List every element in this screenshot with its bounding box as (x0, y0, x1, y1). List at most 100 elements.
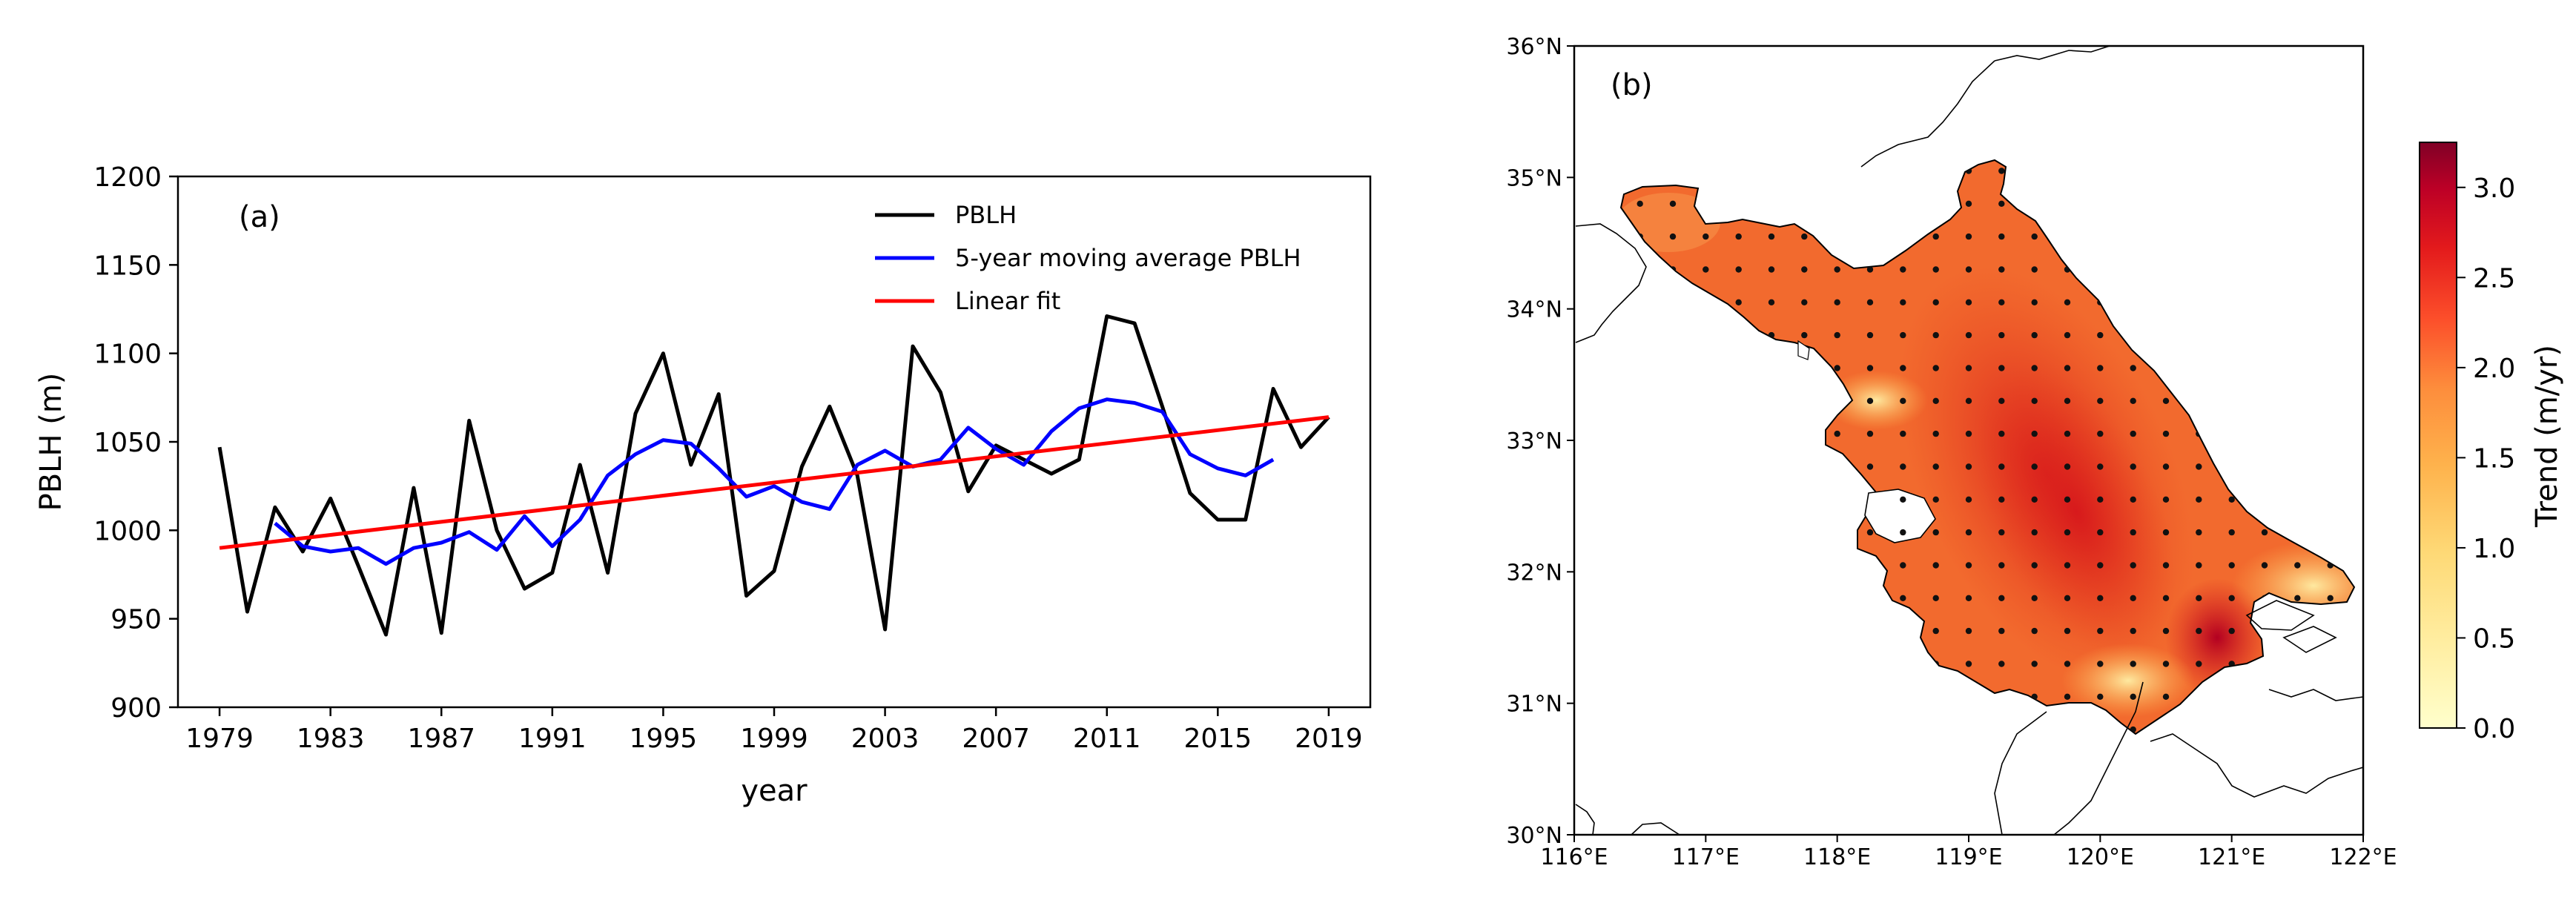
significance-dot (1965, 365, 1972, 371)
significance-dot (1735, 661, 1742, 667)
significance-dot (1768, 463, 1775, 470)
series-line-linear-fit (219, 415, 1330, 550)
lon-tick-label: 122°E (2329, 844, 2397, 870)
significance-dot (1637, 496, 1643, 503)
significance-dot (2097, 331, 2104, 339)
significance-dot (2228, 299, 2235, 305)
significance-dot (2196, 627, 2202, 635)
significance-dot (2097, 496, 2104, 503)
significance-dot (1703, 365, 1709, 371)
significance-dot (2162, 430, 2170, 437)
significance-dot (1998, 397, 2005, 404)
significance-dot (2064, 200, 2071, 207)
significance-dot (2294, 430, 2301, 437)
significance-dot (1932, 726, 1939, 733)
legend-label: Linear fit (955, 287, 1060, 315)
significance-dot (1637, 661, 1643, 667)
lat-tick-label: 34°N (1506, 297, 1562, 323)
significance-dot (2261, 266, 2268, 273)
significance-dot (1604, 431, 1610, 437)
significance-dot (1801, 529, 1808, 536)
significance-dot (1900, 331, 1906, 339)
significance-dot (1801, 627, 1808, 635)
significance-dot (1965, 463, 1972, 470)
significance-dot (2064, 331, 2071, 339)
significance-dot (1801, 661, 1808, 667)
significance-dot (2031, 529, 2038, 536)
trend-field (1621, 160, 2354, 734)
significance-dot (2097, 463, 2104, 470)
x-tick-label: 2003 (851, 724, 919, 754)
significance-dot (1703, 661, 1709, 667)
significance-dot (1637, 627, 1643, 635)
significance-dot (1801, 331, 1808, 339)
significance-dot (1669, 168, 1677, 174)
significance-dot (1965, 562, 1972, 569)
significance-dot (2327, 661, 2334, 667)
significance-dot (1834, 430, 1840, 437)
significance-dot (1604, 661, 1610, 666)
significance-dot (1637, 299, 1643, 305)
significance-dot (1735, 365, 1742, 371)
significance-dot (1703, 299, 1709, 305)
significance-dot (1998, 562, 2005, 569)
significance-dot (2064, 627, 2071, 635)
significance-dot (1735, 397, 1742, 404)
significance-dot (1932, 233, 1939, 240)
significance-dot (1932, 168, 1939, 174)
significance-dot (2097, 595, 2104, 601)
lat-tick-label: 35°N (1506, 165, 1562, 191)
significance-dot (2162, 627, 2170, 635)
significance-dot (1735, 331, 1742, 339)
significance-dot (1998, 168, 2005, 174)
significance-dot (2162, 529, 2170, 536)
significance-dot (2228, 496, 2235, 503)
significance-dot (1965, 661, 1972, 667)
significance-dot (2162, 726, 2170, 733)
significance-dot (1637, 463, 1643, 470)
significance-dot (1998, 661, 2005, 667)
significance-dot (2228, 463, 2235, 470)
significance-dot (1866, 726, 1874, 733)
significance-dot (1866, 627, 1874, 635)
significance-dot (1932, 200, 1939, 207)
significance-dot (1768, 693, 1775, 700)
significance-dot (1703, 430, 1709, 437)
significance-dot (2294, 365, 2301, 371)
significance-dot (1998, 463, 2005, 470)
significance-dot (2196, 661, 2202, 667)
significance-dot (2327, 299, 2334, 305)
significance-dot (1801, 233, 1808, 240)
significance-dot (1900, 627, 1906, 635)
significance-dot (1801, 266, 1808, 273)
significance-dot (2228, 266, 2235, 273)
significance-dot (1735, 463, 1742, 470)
significance-dot (1703, 496, 1709, 503)
x-tick-label: 1999 (740, 724, 808, 754)
lon-tick-label: 120°E (2067, 844, 2134, 870)
significance-dot (1900, 693, 1906, 700)
significance-dot (2031, 233, 2038, 240)
significance-dot (1637, 430, 1643, 437)
significance-dot (1998, 726, 2005, 733)
significance-dot (2162, 463, 2170, 470)
significance-dot (2196, 266, 2202, 273)
significance-dot (1900, 168, 1906, 174)
y-axis-label: PBLH (m) (34, 373, 68, 512)
y-tick-label: 1050 (93, 428, 162, 458)
significance-dot (1900, 496, 1906, 503)
significance-dot (2196, 397, 2202, 404)
significance-dot (2196, 168, 2202, 174)
y-axis-ticks: 900 950 1000 1050 1100 1150 1200 (93, 162, 178, 724)
significance-dot (2327, 331, 2334, 339)
significance-dot (2064, 365, 2071, 371)
significance-dot (1900, 365, 1906, 371)
significance-dot (2261, 200, 2268, 207)
significance-dot (1604, 332, 1610, 338)
significance-dot (2294, 233, 2301, 240)
series-layer (217, 314, 1330, 637)
significance-dot (1637, 168, 1643, 174)
significance-dot (1669, 627, 1677, 635)
significance-dot (1900, 299, 1906, 305)
significance-dot (1768, 496, 1775, 503)
